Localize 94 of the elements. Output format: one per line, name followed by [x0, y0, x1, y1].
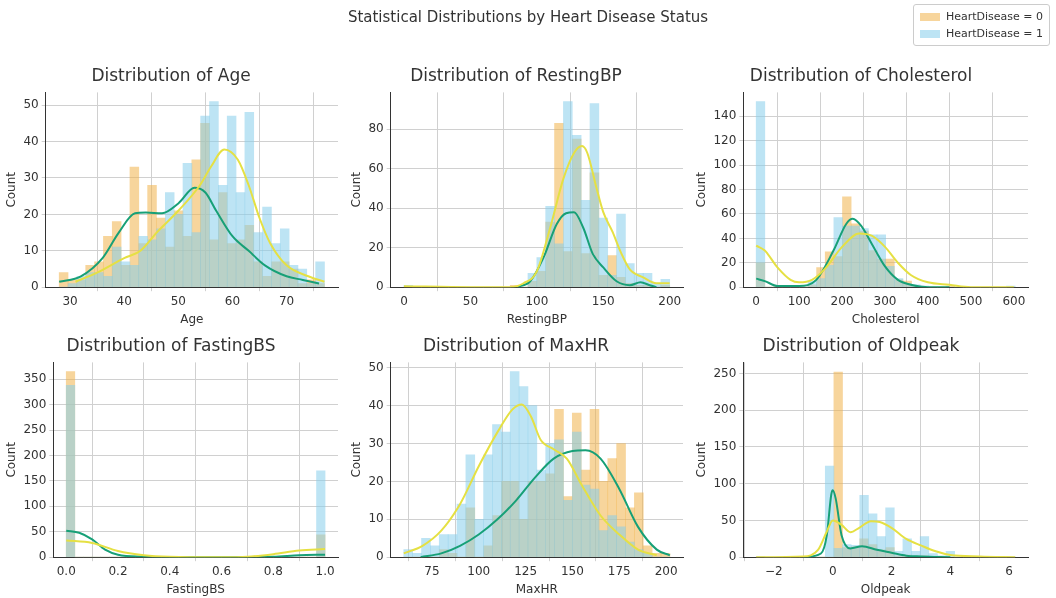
chart-title: Distribution of Oldpeak	[762, 334, 960, 355]
y-axis-title: Count	[694, 171, 709, 208]
x-tick-label: 200	[658, 293, 682, 308]
y-tick-label: 350	[23, 371, 47, 386]
y-tick-label: 50	[31, 523, 47, 538]
x-tick-label: 50	[462, 293, 479, 308]
x-tick-label: 0.8	[263, 563, 283, 578]
y-tick-label: 20	[368, 473, 384, 488]
legend-label: HeartDisease = 0	[945, 9, 1043, 25]
chart-title: Distribution of Cholesterol	[749, 64, 973, 85]
x-tick-label: 100	[525, 293, 549, 308]
x-tick-label: 60	[224, 293, 241, 308]
x-tick-label: 600	[1002, 293, 1026, 308]
x-tick-label: −2	[765, 563, 783, 578]
y-tick-label: 0	[376, 279, 384, 294]
y-axis-title: Count	[694, 441, 709, 478]
x-axis-title: RestingBP	[506, 311, 567, 326]
x-tick-label: 100	[467, 563, 491, 578]
y-tick-label: 100	[23, 498, 47, 513]
y-tick-label: 50	[23, 97, 39, 112]
y-tick-label: 0	[728, 549, 737, 564]
x-tick-label: 125	[514, 563, 538, 578]
x-tick-label: 1.0	[315, 563, 335, 578]
x-tick-label: 150	[591, 293, 615, 308]
x-axis-title: Age	[180, 311, 204, 326]
y-tick-label: 200	[23, 447, 47, 462]
x-axis-title: FastingBS	[166, 581, 225, 596]
y-tick-label: 40	[721, 230, 737, 245]
y-tick-label: 50	[721, 512, 737, 527]
y-tick-label: 80	[368, 121, 384, 136]
x-tick-label: 75	[424, 563, 440, 578]
x-tick-label: 2	[887, 563, 896, 578]
y-tick-label: 40	[368, 397, 384, 412]
x-tick-label: 0.4	[160, 563, 180, 578]
y-tick-label: 40	[368, 200, 384, 215]
y-tick-label: 200	[713, 402, 737, 417]
y-tick-label: 0	[728, 279, 737, 294]
x-tick-label: 40	[116, 293, 132, 308]
y-tick-label: 120	[713, 132, 737, 147]
y-tick-label: 60	[721, 206, 737, 221]
y-tick-label: 250	[23, 422, 47, 437]
y-axis-title: Count	[4, 171, 19, 208]
x-tick-label: 0.2	[108, 563, 128, 578]
x-tick-label: 0	[828, 563, 837, 578]
y-tick-label: 250	[713, 365, 737, 380]
legend-label: HeartDisease = 1	[945, 26, 1043, 42]
x-tick-label: 0.6	[211, 563, 232, 578]
x-tick-label: 4	[946, 563, 955, 578]
x-tick-label: 50	[170, 293, 186, 308]
y-tick-label: 50	[368, 359, 384, 374]
text: Statistical Distributions by Heart Disease Status	[347, 8, 709, 26]
y-tick-label: 140	[713, 108, 737, 123]
y-tick-label: 0	[376, 549, 384, 564]
x-tick-label: 175	[607, 563, 631, 578]
x-tick-label: 30	[62, 293, 78, 308]
x-tick-label: 150	[560, 563, 584, 578]
x-tick-label: 400	[916, 293, 940, 308]
y-tick-label: 20	[368, 239, 384, 254]
chart-title: Distribution of RestingBP	[410, 64, 622, 85]
y-tick-label: 100	[713, 157, 737, 172]
x-tick-label: 70	[278, 293, 295, 308]
y-tick-label: 20	[721, 254, 737, 269]
chart-title: Distribution of Age	[91, 64, 251, 85]
y-tick-label: 40	[23, 133, 39, 148]
x-axis-title: MaxHR	[515, 581, 558, 596]
x-tick-label: 0	[752, 293, 761, 308]
y-tick-label: 80	[721, 181, 737, 196]
x-tick-label: 0.0	[56, 563, 76, 578]
y-tick-label: 300	[23, 396, 47, 411]
x-tick-label: 6	[1005, 563, 1013, 578]
x-tick-label: 300	[873, 293, 897, 308]
y-axis-title: Count	[349, 441, 364, 478]
y-axis-title: Count	[4, 441, 19, 478]
x-tick-label: 200	[830, 293, 854, 308]
x-tick-label: 0	[400, 293, 408, 308]
x-axis-title: Cholesterol	[851, 311, 920, 326]
y-tick-label: 10	[23, 242, 39, 257]
y-tick-label: 20	[23, 206, 39, 221]
x-tick-label: 200	[654, 563, 678, 578]
y-tick-label: 0	[31, 279, 39, 294]
y-tick-label: 30	[23, 170, 39, 185]
y-tick-label: 150	[713, 439, 737, 454]
x-tick-label: 500	[959, 293, 983, 308]
x-tick-label: 100	[787, 293, 811, 308]
y-tick-label: 100	[713, 475, 737, 490]
y-axis-title: Count	[349, 171, 364, 208]
y-tick-label: 60	[368, 160, 384, 175]
y-tick-label: 150	[23, 473, 47, 488]
chart-title: Distribution of MaxHR	[422, 334, 610, 355]
chart-title: Distribution of FastingBS	[66, 334, 276, 355]
y-tick-label: 0	[38, 549, 47, 564]
y-tick-label: 10	[368, 511, 384, 526]
y-tick-label: 30	[368, 435, 384, 450]
x-axis-title: Oldpeak	[860, 581, 911, 596]
